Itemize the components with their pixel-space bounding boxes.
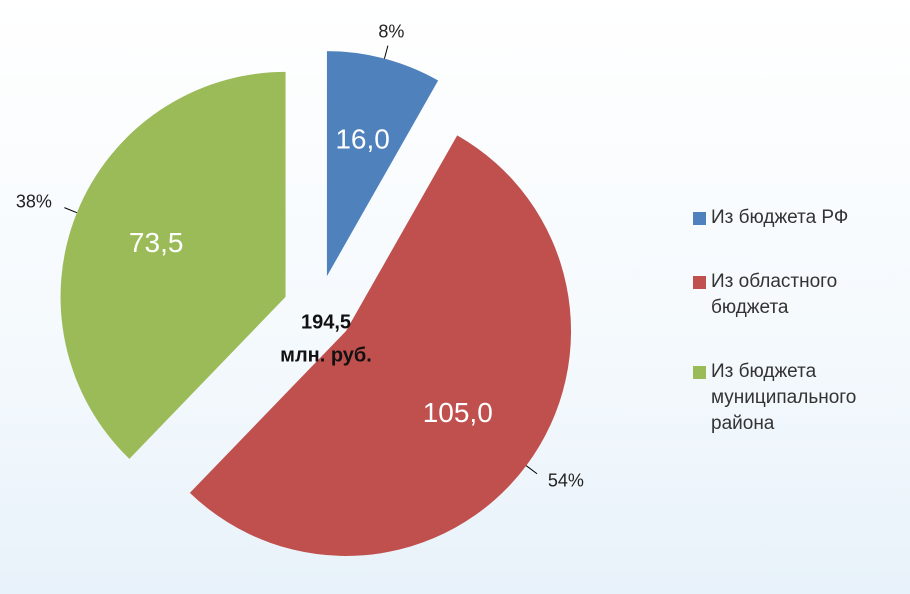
legend-item: Из бюджета муниципального района [693, 359, 905, 437]
legend-text: Из бюджета муниципального района [711, 361, 857, 434]
legend-swatch [693, 276, 706, 289]
pie-slice [189, 135, 572, 556]
legend: Из бюджета РФ Из областного бюджета Из бюд… [693, 205, 905, 475]
pie-slice [326, 51, 439, 277]
legend-swatch [693, 366, 706, 379]
leader-line [383, 45, 389, 59]
legend-item: Из областного бюджета [693, 269, 905, 321]
share-label: 8% [378, 21, 404, 41]
center-label: млн. руб. [280, 344, 372, 366]
legend-swatch [693, 212, 706, 225]
leader-line [525, 465, 538, 475]
legend-text: Из бюджета РФ [711, 207, 849, 228]
center-label: 194,5 [301, 311, 351, 333]
pie-slice [60, 71, 286, 459]
legend-item: Из бюджета РФ [693, 205, 905, 231]
value-label: 73,5 [129, 227, 184, 258]
leader-line [64, 207, 78, 214]
share-label: 38% [16, 191, 52, 211]
value-label: 16,0 [335, 124, 390, 155]
value-label: 105,0 [423, 397, 493, 428]
share-label: 54% [548, 471, 584, 491]
legend-text: Из областного бюджета [711, 271, 838, 318]
